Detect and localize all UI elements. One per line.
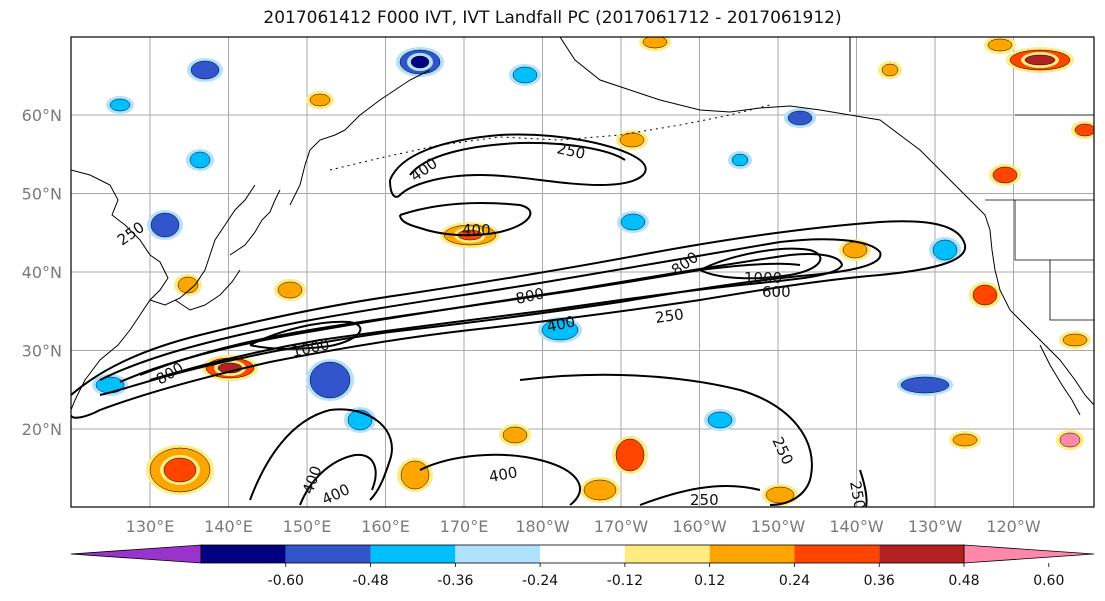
- colorbar-outline: [200, 544, 965, 564]
- pc-patch: [410, 55, 430, 69]
- lon-label: 140°W: [829, 517, 884, 536]
- pc-patch: [189, 151, 211, 169]
- colorbar-tick-label: -0.24: [522, 573, 558, 589]
- colorbar-tick-label: 0.36: [864, 573, 895, 589]
- lat-label: 50°N: [22, 185, 62, 204]
- colorbar-extend-min: [70, 544, 202, 564]
- pc-patch: [1024, 54, 1056, 66]
- pc-patch: [972, 284, 998, 306]
- pc-patch: [190, 60, 220, 80]
- pc-patch: [150, 212, 180, 238]
- lon-label: 170°E: [440, 517, 489, 536]
- coastlines: [71, 37, 1094, 416]
- pc-patch: [932, 239, 958, 261]
- pc-patch: [309, 93, 331, 107]
- pc-patch: [731, 153, 749, 167]
- map-title: 2017061412 F000 IVT, IVT Landfall PC (20…: [263, 8, 842, 28]
- colorbar-swatch: [285, 545, 371, 563]
- contour-label: 400: [462, 221, 491, 239]
- lat-label: 60°N: [22, 106, 62, 125]
- lon-label: 130°W: [908, 517, 963, 536]
- colorbar-swatch: [201, 545, 286, 563]
- pc-patch: [1062, 333, 1088, 347]
- lat-label: 40°N: [22, 263, 62, 282]
- pc-patch: [177, 276, 199, 294]
- colorbar-tick-label: -0.48: [352, 573, 388, 589]
- pc-patch: [620, 213, 646, 231]
- pc-patch: [583, 479, 617, 501]
- colorbar-tick-label: 0.60: [1033, 573, 1064, 589]
- pc-patch: [881, 63, 899, 77]
- lon-label: 160°W: [672, 517, 727, 536]
- contour-label: 250: [690, 491, 719, 509]
- longitude-labels: 130°E 140°E 150°E 160°E 170°E 180°W 170°W 160°W…: [126, 517, 1041, 536]
- map-border: [70, 36, 1095, 508]
- lon-label: 150°W: [751, 517, 806, 536]
- colorbar-tick-label: -0.60: [268, 573, 304, 589]
- latitude-labels: 60°N 50°N 40°N 30°N 20°N: [22, 106, 62, 439]
- pc-patch: [615, 438, 645, 472]
- colorbar-tick-label: -0.36: [437, 573, 473, 589]
- colorbar-swatch: [624, 545, 710, 563]
- contour-label: 400: [488, 463, 519, 486]
- contour-label: 400: [545, 312, 577, 336]
- pc-patch: [642, 37, 668, 49]
- pc-patch: [992, 166, 1018, 184]
- pc-patch: [400, 460, 430, 490]
- pc-patch: [502, 426, 528, 444]
- lat-label: 20°N: [22, 420, 62, 439]
- lon-label: 130°E: [126, 517, 175, 536]
- contour-label: 600: [762, 283, 791, 301]
- lon-label: 120°W: [986, 517, 1041, 536]
- pc-patch: [842, 241, 868, 259]
- lon-label: 140°E: [204, 517, 253, 536]
- pc-patch: [109, 98, 131, 112]
- colorbar-swatch: [370, 545, 456, 563]
- pc-patch: [707, 411, 733, 429]
- colorbar-swatch: [540, 545, 625, 563]
- lat-label: 30°N: [22, 342, 62, 361]
- colorbar-extend-max: [963, 544, 1095, 564]
- pc-patch: [1059, 432, 1081, 448]
- contour-label: 250: [846, 480, 869, 511]
- pc-patch: [765, 486, 795, 504]
- lon-label: 170°W: [594, 517, 649, 536]
- colorbar-tick-label: 0.24: [779, 573, 810, 589]
- contour-label: 1000: [744, 269, 782, 287]
- pc-patch: [1074, 123, 1094, 137]
- lon-label: 180°W: [515, 517, 570, 536]
- colorbar-tick-label: 0.12: [694, 573, 725, 589]
- pc-patch: [900, 376, 950, 394]
- pc-shading: [92, 37, 1094, 506]
- colorbar-swatch: [794, 545, 880, 563]
- contour-label: 250: [555, 139, 587, 163]
- colorbar-swatch: [879, 545, 964, 563]
- pc-patch: [163, 457, 197, 483]
- colorbar-tick-label: 0.48: [948, 573, 979, 589]
- pc-patch: [277, 281, 303, 299]
- pc-patch: [309, 361, 351, 399]
- pc-patch: [512, 66, 538, 84]
- colorbar-swatch: [455, 545, 541, 563]
- contour-label: 250: [654, 305, 685, 327]
- pc-patch: [787, 110, 813, 126]
- pc-patch: [987, 38, 1013, 52]
- colorbar: [70, 544, 1095, 564]
- pc-patch: [619, 132, 645, 148]
- lon-label: 150°E: [283, 517, 332, 536]
- pc-patch: [952, 433, 978, 447]
- colorbar-swatch: [709, 545, 795, 563]
- lon-label: 160°E: [361, 517, 410, 536]
- colorbar-tick-label: -0.12: [607, 573, 643, 589]
- ivt-contours: [71, 133, 967, 507]
- colorbar-labels: -0.60 -0.48 -0.36 -0.24 -0.12 0.12 0.24 0.36 0.4…: [268, 563, 1064, 589]
- contour-label: 800: [514, 284, 546, 308]
